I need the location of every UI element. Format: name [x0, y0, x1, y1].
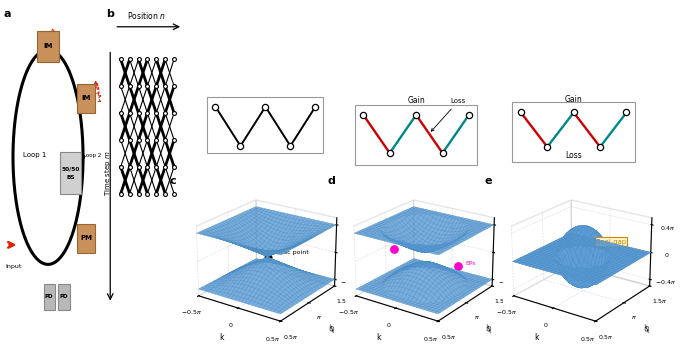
Text: Position $n$: Position $n$: [127, 10, 166, 21]
Y-axis label: $\phi$: $\phi$: [326, 321, 338, 336]
X-axis label: k: k: [219, 333, 223, 342]
Text: Loop 2: Loop 2: [83, 153, 101, 158]
Text: Input: Input: [5, 264, 21, 269]
FancyBboxPatch shape: [58, 284, 69, 310]
Text: PD: PD: [45, 294, 53, 300]
Text: e: e: [485, 176, 493, 186]
Text: IM: IM: [43, 43, 53, 49]
Text: BS: BS: [66, 175, 75, 180]
Bar: [512, 102, 635, 162]
Text: c: c: [170, 176, 177, 186]
FancyBboxPatch shape: [77, 224, 95, 253]
Text: IM: IM: [82, 96, 91, 102]
Y-axis label: $\phi$: $\phi$: [641, 321, 653, 336]
Text: PD: PD: [60, 294, 68, 300]
FancyBboxPatch shape: [77, 84, 95, 113]
X-axis label: k: k: [534, 333, 538, 342]
FancyBboxPatch shape: [60, 152, 81, 194]
Text: Loss: Loss: [432, 98, 466, 131]
Text: b: b: [106, 9, 114, 19]
Y-axis label: $\phi$: $\phi$: [484, 321, 496, 336]
Text: a: a: [3, 9, 11, 19]
Text: 50/50: 50/50: [61, 166, 79, 171]
Text: Gain: Gain: [565, 95, 582, 104]
X-axis label: k: k: [377, 333, 381, 342]
FancyBboxPatch shape: [38, 31, 59, 62]
Bar: [355, 105, 477, 165]
Text: PM: PM: [80, 235, 92, 241]
Text: Loop 1: Loop 1: [23, 152, 46, 158]
FancyBboxPatch shape: [44, 284, 55, 310]
Text: Time step $m$: Time step $m$: [103, 150, 113, 196]
Text: Gain: Gain: [408, 96, 425, 105]
Text: Real gap: Real gap: [596, 239, 626, 245]
Text: d: d: [327, 176, 335, 186]
Text: Loss: Loss: [565, 151, 582, 160]
